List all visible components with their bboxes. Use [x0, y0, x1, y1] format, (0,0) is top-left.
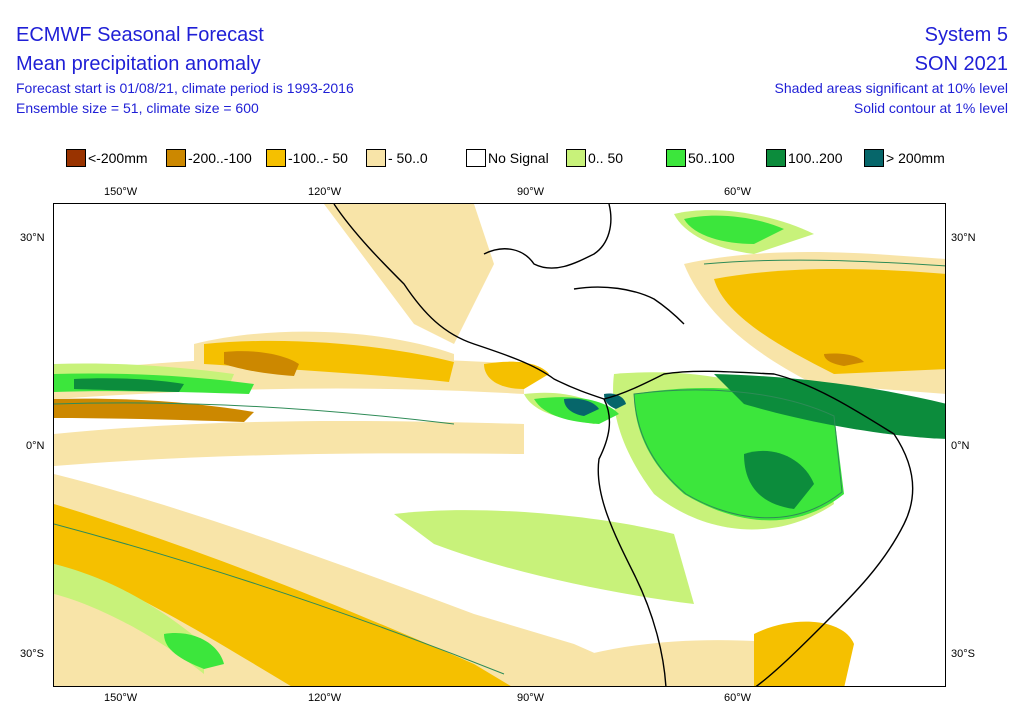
lon-label-top: 90°W	[517, 186, 545, 198]
legend-label: 0.. 50	[588, 150, 624, 166]
lon-label-bottom: 120°W	[308, 692, 342, 704]
legend-swatch	[466, 149, 486, 167]
legend-item: - 50..0	[366, 147, 428, 169]
legend-label: - 50..0	[388, 150, 428, 166]
title-left-1: ECMWF Seasonal Forecast	[16, 24, 264, 46]
info-line-1: Forecast start is 01/08/21, climate peri…	[16, 80, 354, 96]
legend-label: No Signal	[488, 150, 549, 166]
lat-label-right: 30°N	[951, 232, 976, 244]
lon-label-bottom: 150°W	[104, 692, 138, 704]
lon-label-top: 120°W	[308, 186, 342, 198]
title-right-2: SON 2021	[914, 53, 1008, 75]
lat-label-right: 30°S	[951, 648, 975, 660]
title-left-2: Mean precipitation anomaly	[16, 53, 261, 75]
legend-swatch	[666, 149, 686, 167]
coastline	[333, 204, 914, 686]
legend-label: -200..-100	[188, 150, 252, 166]
lat-label-left: 30°N	[20, 232, 45, 244]
legend-swatch	[864, 149, 884, 167]
legend-item: <-200mm	[66, 147, 148, 169]
lon-label-top: 150°W	[104, 186, 138, 198]
lat-label-left: 0°N	[26, 440, 45, 452]
info-line-2: Ensemble size = 51, climate size = 600	[16, 100, 259, 116]
note-line-1: Shaded areas significant at 10% level	[774, 80, 1008, 96]
legend-swatch	[566, 149, 586, 167]
legend-swatch	[66, 149, 86, 167]
legend-label: -100..- 50	[288, 150, 348, 166]
map-canvas	[54, 204, 945, 686]
lon-label-top: 60°W	[724, 186, 752, 198]
legend-label: > 200mm	[886, 150, 945, 166]
legend-swatch	[366, 149, 386, 167]
legend-swatch	[166, 149, 186, 167]
legend-label: <-200mm	[88, 150, 148, 166]
map-shading	[54, 204, 945, 686]
legend-label: 50..100	[688, 150, 735, 166]
legend-swatch	[266, 149, 286, 167]
legend-item: -200..-100	[166, 147, 252, 169]
legend-item: 50..100	[666, 147, 735, 169]
legend-label: 100..200	[788, 150, 843, 166]
legend-swatch	[766, 149, 786, 167]
legend-item: 100..200	[766, 147, 843, 169]
lat-label-left: 30°S	[20, 648, 44, 660]
anomaly-map	[53, 203, 946, 687]
significance-contours	[54, 259, 945, 675]
note-line-2: Solid contour at 1% level	[853, 100, 1008, 116]
legend-item: 0.. 50	[566, 147, 623, 169]
lon-label-bottom: 60°W	[724, 692, 752, 704]
lat-label-right: 0°N	[951, 440, 970, 452]
legend-item: -100..- 50	[266, 147, 348, 169]
title-right-1: System 5	[924, 24, 1008, 46]
legend-item: No Signal	[466, 147, 549, 169]
lon-label-bottom: 90°W	[517, 692, 545, 704]
legend-item: > 200mm	[864, 147, 945, 169]
